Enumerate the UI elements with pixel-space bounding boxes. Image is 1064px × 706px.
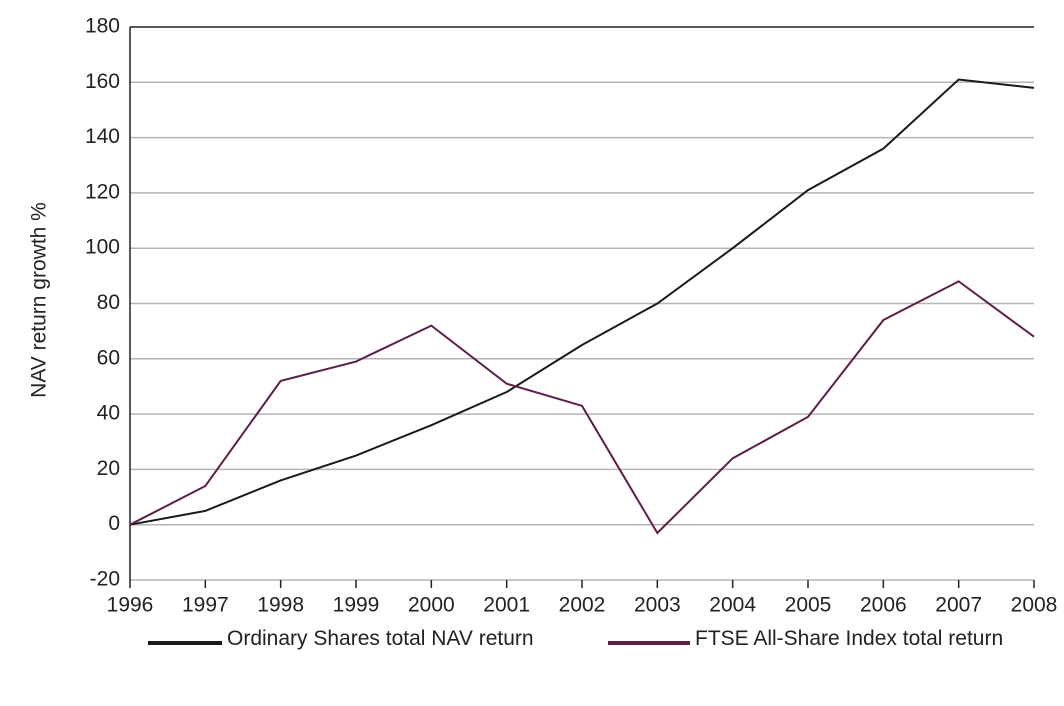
y-tick-label: 60	[97, 346, 120, 369]
x-tick-label: 1997	[182, 594, 229, 617]
x-tick-label: 2003	[634, 594, 681, 617]
x-tick-label: 2006	[860, 594, 907, 617]
y-tick-label: 160	[85, 70, 120, 93]
x-tick-label: 2000	[408, 594, 455, 617]
series-line	[129, 78, 1035, 526]
legend-swatch	[608, 641, 690, 645]
y-tick-label: 40	[97, 402, 120, 425]
x-tick-label: 1999	[333, 594, 380, 617]
x-tick-label: 2001	[483, 594, 530, 617]
y-axis-label: NAV return growth %	[28, 202, 51, 398]
x-tick-label: 2005	[785, 594, 832, 617]
y-tick-label: -20	[90, 568, 120, 591]
legend-label: Ordinary Shares total NAV return	[227, 627, 534, 650]
y-tick-label: 140	[85, 125, 120, 148]
x-tick-label: 1998	[257, 594, 304, 617]
legend-swatch	[148, 641, 222, 645]
y-tick-label: 120	[85, 180, 120, 203]
y-tick-label: 20	[97, 457, 120, 480]
x-tick-label: 2004	[709, 594, 756, 617]
legend-label: FTSE All-Share Index total return	[695, 627, 1004, 650]
x-tick-label: 1996	[107, 594, 154, 617]
x-tick-label: 2008	[1011, 594, 1058, 617]
y-tick-label: 80	[97, 291, 120, 314]
x-tick-label: 2002	[559, 594, 606, 617]
x-tick-label: 2007	[935, 594, 982, 617]
y-tick-label: 0	[108, 512, 120, 535]
y-tick-label: 180	[85, 15, 120, 38]
series-line	[129, 280, 1035, 535]
y-tick-label: 100	[85, 236, 120, 259]
